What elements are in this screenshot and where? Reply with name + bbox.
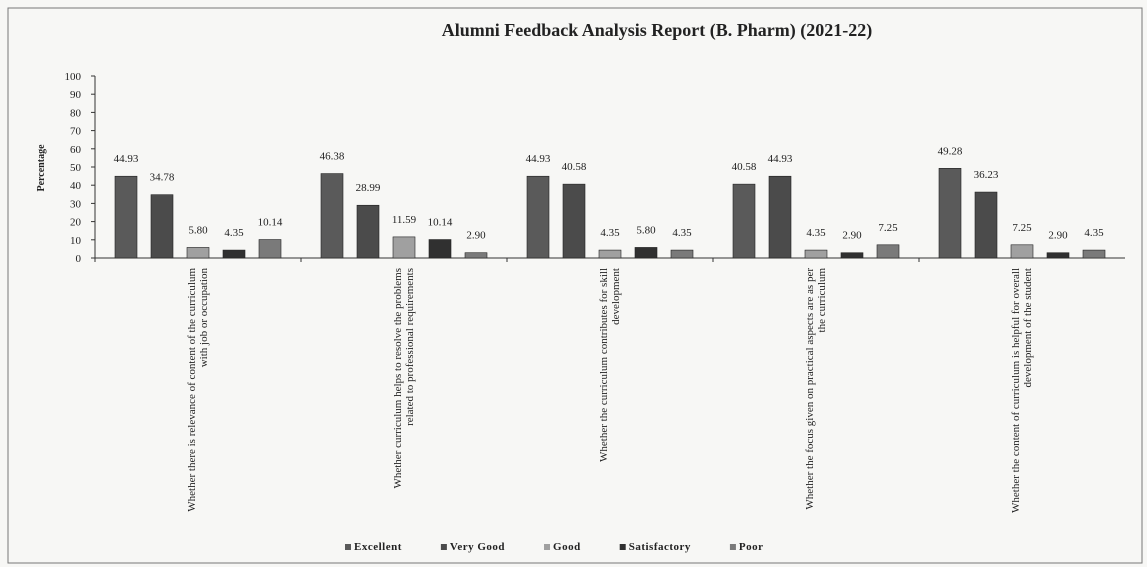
- value-label: 5.80: [188, 224, 208, 236]
- legend-swatch: [619, 544, 626, 550]
- value-label: 10.14: [428, 217, 453, 229]
- y-tick-label: 60: [70, 144, 82, 156]
- value-label: 40.58: [562, 161, 587, 173]
- y-tick-label: 80: [70, 107, 82, 119]
- value-label: 11.59: [392, 214, 417, 226]
- value-label: 44.93: [114, 153, 139, 165]
- x-tick-label: Whether curriculum helps to resolve the …: [392, 268, 416, 489]
- bar: [634, 247, 658, 259]
- bar: [320, 173, 344, 259]
- value-label: 46.38: [320, 151, 345, 163]
- x-tick-label: Whether there is relevance of content of…: [186, 268, 210, 512]
- bar: [428, 239, 452, 259]
- bar: [876, 244, 900, 259]
- bar: [1046, 252, 1070, 259]
- legend-label: Good: [553, 541, 581, 553]
- value-label: 49.28: [938, 145, 963, 157]
- x-tick-label: Whether the curriculum contributes for s…: [598, 268, 622, 462]
- value-label: 4.35: [806, 227, 826, 239]
- value-label: 44.93: [768, 153, 793, 165]
- legend-label: Excellent: [354, 541, 402, 553]
- y-tick-label: 20: [70, 217, 82, 229]
- bar: [392, 236, 416, 259]
- value-label: 5.80: [636, 224, 656, 236]
- bar: [670, 249, 694, 259]
- y-axis-label: Percentage: [36, 144, 47, 192]
- bar: [114, 175, 138, 259]
- legend-swatch: [345, 544, 351, 550]
- chart-title: Alumni Feedback Analysis Report (B. Phar…: [442, 20, 873, 41]
- bar: [186, 247, 210, 259]
- bar: [732, 183, 756, 259]
- value-label: 2.90: [1048, 230, 1068, 242]
- bar: [356, 204, 380, 259]
- value-label: 7.25: [878, 222, 898, 234]
- legend-swatch: [440, 544, 447, 550]
- legend-label: Poor: [739, 541, 764, 553]
- value-label: 10.14: [258, 217, 283, 229]
- y-tick-label: 50: [70, 162, 82, 174]
- value-label: 2.90: [842, 230, 862, 242]
- value-label: 2.90: [466, 230, 486, 242]
- bar: [768, 175, 792, 259]
- legend-swatch: [729, 544, 736, 550]
- value-label: 36.23: [974, 169, 999, 181]
- value-label: 28.99: [356, 182, 381, 194]
- value-label: 4.35: [224, 227, 244, 239]
- x-tick-label: Whether the focus given on practical asp…: [804, 268, 828, 510]
- y-tick-label: 30: [70, 198, 82, 210]
- bar: [222, 249, 246, 259]
- y-tick-label: 40: [70, 180, 82, 192]
- frame: [7, 7, 1143, 564]
- y-tick-label: 90: [70, 89, 82, 101]
- legend-swatch: [544, 544, 551, 550]
- bar: [840, 252, 864, 259]
- bar: [938, 168, 962, 259]
- bar: [258, 239, 282, 259]
- value-label: 4.35: [1084, 227, 1104, 239]
- x-tick-label: Whether the content of curriculum is hel…: [1010, 268, 1034, 513]
- legend-label: Satisfactory: [629, 541, 691, 553]
- bar: [804, 249, 828, 259]
- y-tick-label: 0: [76, 253, 82, 265]
- value-label: 7.25: [1012, 222, 1032, 234]
- value-label: 44.93: [526, 153, 551, 165]
- value-label: 4.35: [600, 227, 620, 239]
- legend-label: Very Good: [450, 541, 505, 553]
- bar: [1082, 249, 1106, 259]
- bar: [526, 175, 550, 259]
- y-tick-label: 70: [70, 126, 82, 138]
- value-label: 34.78: [150, 172, 175, 184]
- bar: [598, 249, 622, 259]
- bar: [974, 191, 998, 259]
- y-tick-label: 100: [65, 71, 82, 83]
- value-label: 4.35: [672, 227, 692, 239]
- value-label: 40.58: [732, 161, 757, 173]
- bar: [562, 183, 586, 259]
- bar: [464, 252, 488, 259]
- bar: [1010, 244, 1034, 259]
- y-tick-label: 10: [70, 235, 82, 247]
- bar: [150, 194, 174, 259]
